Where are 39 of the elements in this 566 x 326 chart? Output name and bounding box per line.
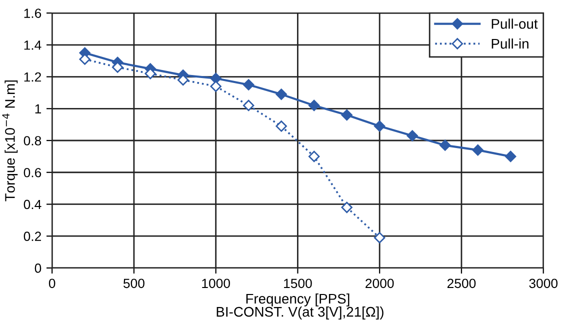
y-tick-label: 1.2 bbox=[24, 72, 41, 82]
x-tick-label: 1500 bbox=[284, 278, 312, 288]
y-axis-title: Torque [x10$^{−4}$ N.m] bbox=[2, 80, 18, 202]
y-tick-label: 1.4 bbox=[24, 40, 42, 50]
point bbox=[439, 140, 451, 151]
point bbox=[308, 100, 320, 112]
x-tick-label: 3000 bbox=[529, 278, 558, 288]
y-tick-label: 0.6 bbox=[24, 168, 42, 178]
x-tick-label: 1000 bbox=[202, 278, 230, 288]
point bbox=[406, 130, 418, 142]
y-tick-label: 1.6 bbox=[24, 8, 42, 18]
y-tick-label: 0.4 bbox=[24, 200, 42, 210]
y-tick-label: 0.2 bbox=[24, 232, 41, 242]
point bbox=[308, 150, 320, 162]
x-tick-label: 500 bbox=[123, 278, 144, 288]
point bbox=[472, 144, 484, 156]
point bbox=[210, 80, 222, 92]
point bbox=[276, 88, 287, 100]
text: BI-CONST. V(at 3[V],21[Ω]) bbox=[216, 306, 384, 320]
y-tick-label: 0 bbox=[34, 264, 42, 273]
point bbox=[242, 79, 254, 90]
point bbox=[374, 120, 386, 132]
point bbox=[210, 72, 222, 84]
point bbox=[341, 202, 352, 214]
point bbox=[341, 109, 352, 121]
point bbox=[505, 150, 516, 162]
legend-label: Pull-out bbox=[492, 18, 538, 29]
point bbox=[112, 62, 124, 73]
legend-label: Pull-in bbox=[492, 38, 528, 49]
point bbox=[79, 54, 90, 65]
y-tick-label: 1 bbox=[35, 104, 42, 114]
x-axis-title: Frequency [PPS] bbox=[246, 293, 350, 306]
x-tick-label: 2000 bbox=[366, 278, 394, 288]
x-tick-label: 0 bbox=[48, 278, 56, 288]
point bbox=[242, 100, 254, 112]
point bbox=[374, 232, 386, 244]
point bbox=[276, 120, 287, 132]
x-tick-label: 2500 bbox=[447, 278, 476, 288]
y-tick-label: 0.8 bbox=[24, 136, 42, 146]
